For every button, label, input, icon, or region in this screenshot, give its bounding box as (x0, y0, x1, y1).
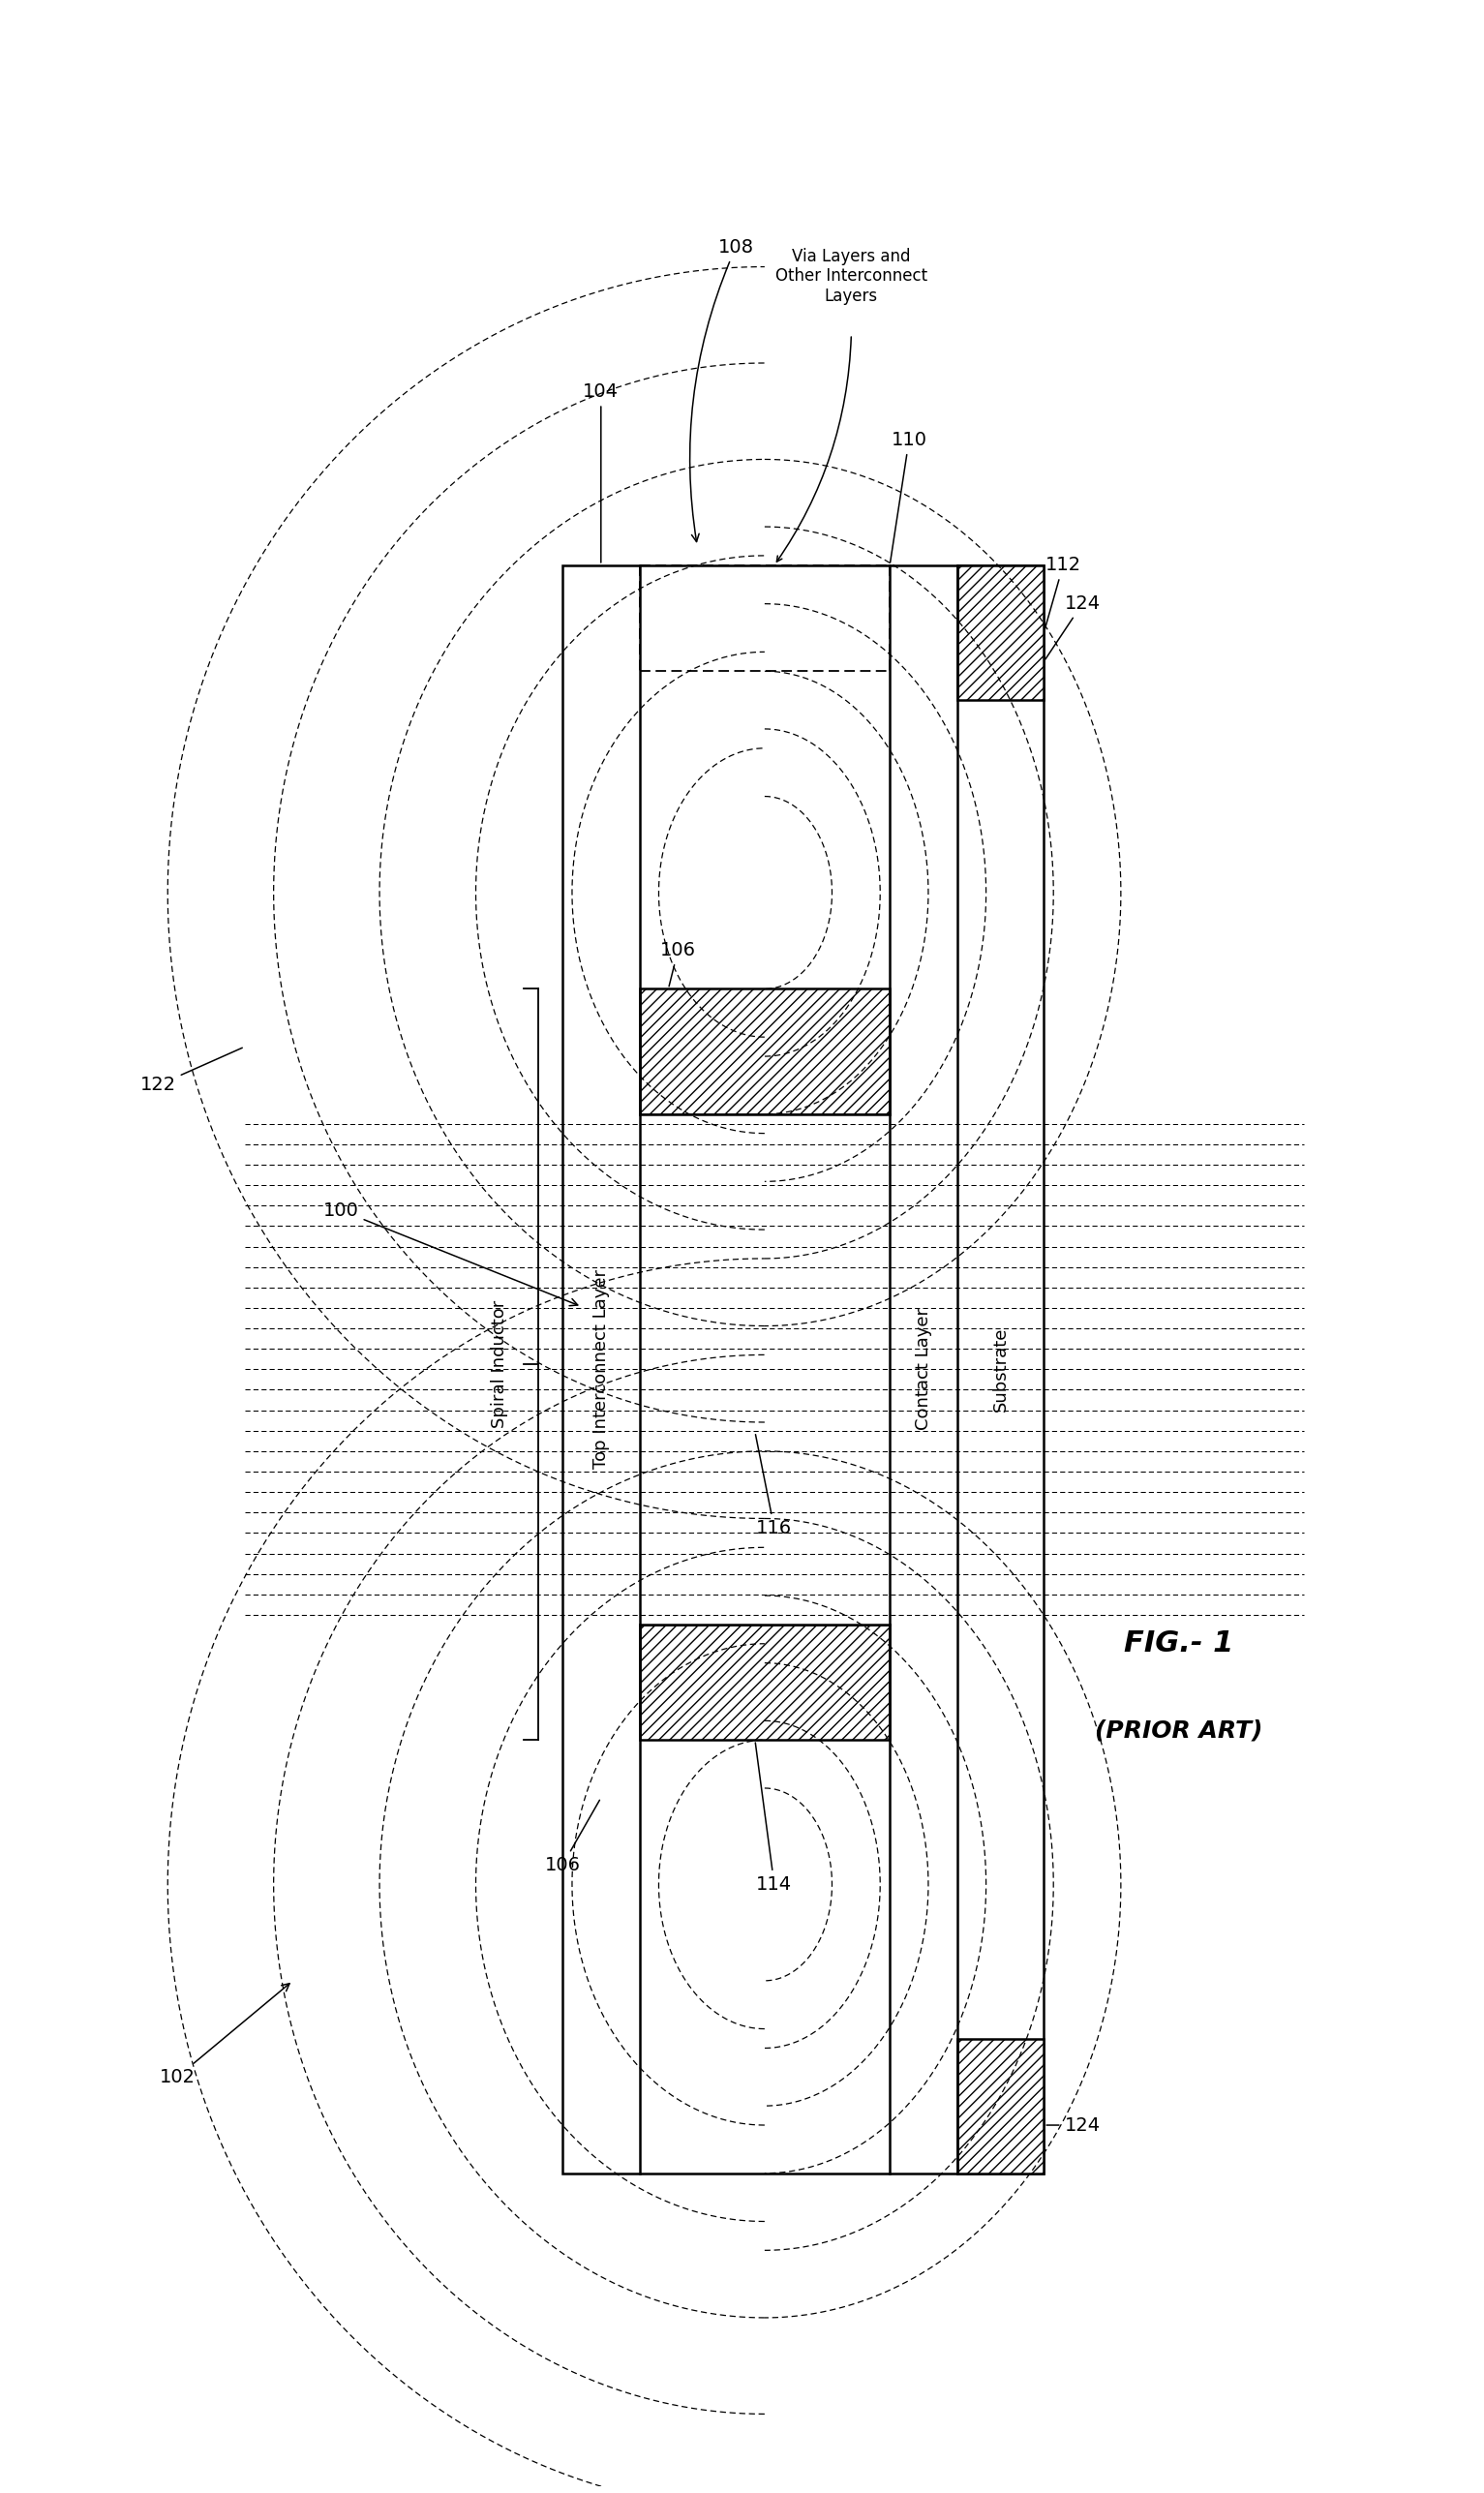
Bar (957, 2039, 1043, 2174)
Bar (640, 990, 890, 1114)
Text: 116: 116 (755, 1433, 792, 1538)
Text: FIG.- 1: FIG.- 1 (1123, 1630, 1233, 1658)
Text: Contact Layer: Contact Layer (914, 1309, 932, 1431)
Text: Substrate: Substrate (991, 1326, 1009, 1411)
Text: 108: 108 (690, 239, 754, 541)
Bar (640, 1114, 890, 1625)
Text: 112: 112 (1045, 556, 1080, 631)
Text: 104: 104 (583, 384, 619, 563)
Text: (PRIOR ART): (PRIOR ART) (1095, 1718, 1263, 1743)
Text: Via Layers and
Other Interconnect
Layers: Via Layers and Other Interconnect Layers (775, 247, 928, 304)
Text: 114: 114 (755, 1743, 792, 1895)
Text: 110: 110 (890, 431, 928, 563)
Text: 124: 124 (1046, 2117, 1100, 2134)
Text: 102: 102 (159, 1984, 289, 2087)
Text: Spiral Inductor: Spiral Inductor (491, 1301, 509, 1428)
Bar (957, 566, 1043, 701)
Text: 106: 106 (545, 1800, 600, 1875)
Text: 100: 100 (324, 1202, 577, 1306)
Text: 106: 106 (660, 942, 696, 987)
Text: 122: 122 (139, 1047, 242, 1094)
Text: 124: 124 (1045, 593, 1100, 658)
Bar (640, 1625, 890, 1740)
Text: Top Interconnect Layer: Top Interconnect Layer (592, 1269, 610, 1468)
Bar (562, 566, 1043, 2174)
